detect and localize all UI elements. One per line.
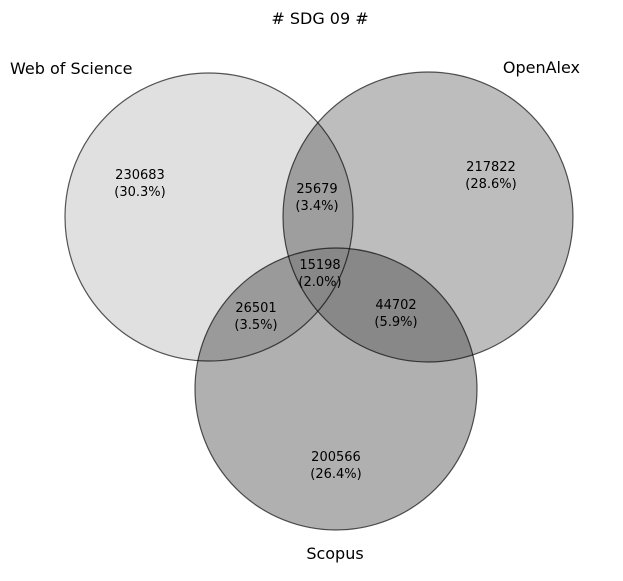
- region-openalex-only-percent: (28.6%): [465, 177, 516, 192]
- outline-web-of-science: [64, 72, 354, 362]
- region-all-three-percent: (2.0%): [298, 275, 341, 290]
- region-wos-scopus-count: 26501: [235, 301, 276, 316]
- set-label-scopus: Scopus: [306, 544, 363, 563]
- region-wos-openalex-percent: (3.4%): [295, 199, 338, 214]
- region-wos-only-count: 230683: [115, 168, 165, 183]
- region-scopus-only-count: 200566: [311, 450, 361, 465]
- diagram-title: # SDG 09 #: [271, 9, 368, 28]
- region-wos-openalex-count: 25679: [296, 182, 337, 197]
- outline-openalex: [282, 71, 574, 363]
- set-label-openalex: OpenAlex: [503, 58, 580, 77]
- region-openalex-only-count: 217822: [466, 160, 516, 175]
- region-openalex-scopus-count: 44702: [375, 298, 416, 313]
- overlap-wos-scopus: [195, 248, 353, 361]
- region-wos-scopus-percent: (3.5%): [234, 318, 277, 333]
- overlap-openalex-scopus: [283, 248, 477, 362]
- set-label-web-of-science: Web of Science: [10, 59, 133, 78]
- region-wos-only-percent: (30.3%): [114, 185, 165, 200]
- region-openalex-scopus-percent: (5.9%): [374, 315, 417, 330]
- region-scopus-only-percent: (26.4%): [310, 467, 361, 482]
- region-all-three-count: 15198: [299, 258, 340, 273]
- outline-scopus: [194, 247, 478, 531]
